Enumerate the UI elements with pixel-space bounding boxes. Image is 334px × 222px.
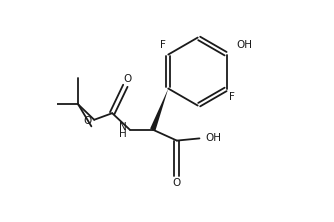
Text: O: O (124, 74, 132, 84)
Text: O: O (173, 178, 181, 188)
Text: F: F (228, 92, 234, 102)
Text: O: O (84, 116, 92, 126)
Text: OH: OH (206, 133, 221, 143)
Text: OH: OH (236, 40, 252, 50)
Polygon shape (150, 89, 168, 131)
Text: F: F (160, 40, 166, 50)
Text: N: N (119, 122, 127, 132)
Text: H: H (119, 129, 127, 139)
